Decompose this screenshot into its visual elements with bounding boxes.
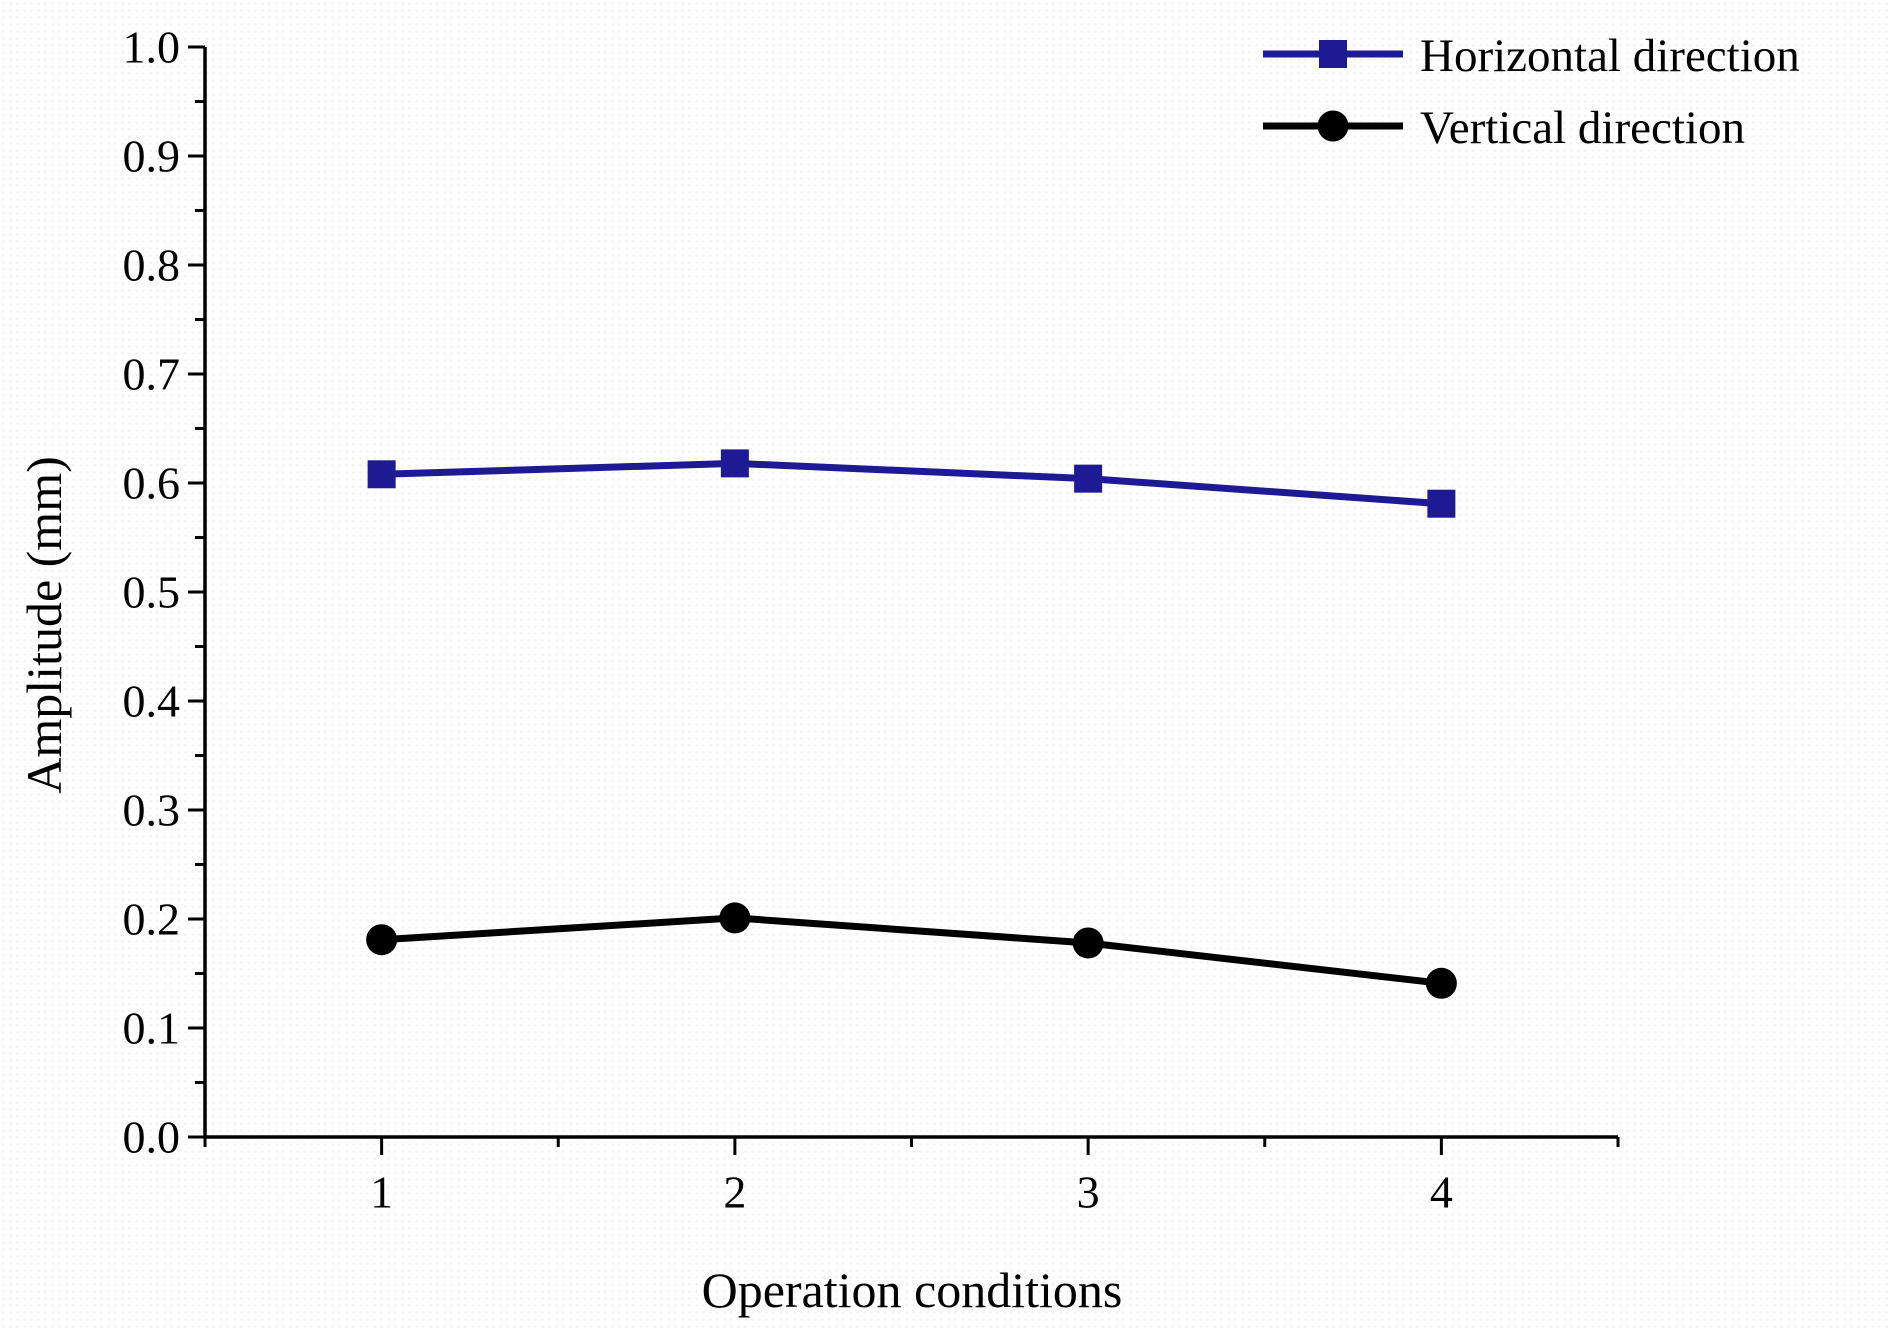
y-tick-label: 0.3 [123, 785, 181, 836]
series-marker [719, 902, 751, 934]
series-layer [366, 449, 1457, 999]
series-marker [1072, 927, 1104, 959]
series-marker [1427, 489, 1456, 518]
y-tick-label: 1.0 [123, 22, 181, 73]
y-tick-label: 0.7 [123, 349, 181, 400]
x-tick-label: 4 [1430, 1167, 1453, 1218]
x-axis-title: Operation conditions [702, 1262, 1123, 1318]
legend-item: Horizontal direction [1263, 30, 1800, 82]
y-tick-label: 0.9 [123, 131, 181, 182]
y-tick-label: 0.8 [123, 240, 181, 291]
x-tick-label: 3 [1077, 1167, 1100, 1218]
x-tick-label: 1 [370, 1167, 393, 1218]
legend-label: Horizontal direction [1420, 30, 1800, 82]
series-marker [367, 460, 396, 489]
legend-item: Vertical direction [1263, 102, 1745, 154]
axes-layer: 1 2 3 4 0.0 0.1 0.2 0.3 0.4 0.5 0.6 0.7 0.8 0.9 1.0 [123, 22, 1620, 1218]
legend-label: Vertical direction [1420, 102, 1745, 154]
series-line [381, 459, 1442, 508]
y-axis-title: Amplitude (mm) [16, 456, 72, 793]
series-line [381, 914, 1442, 987]
y-tick-label: 0.6 [123, 458, 181, 509]
y-tick-label: 0.0 [123, 1112, 181, 1163]
x-tick-label: 2 [723, 1167, 746, 1218]
series-marker [720, 449, 749, 478]
series-marker [1425, 967, 1457, 999]
series-marker [366, 924, 398, 956]
series-marker [1074, 464, 1103, 493]
legend-marker [1317, 110, 1349, 142]
y-tick-label: 0.5 [123, 567, 181, 618]
legend-marker [1319, 40, 1347, 68]
legend: Horizontal direction Vertical direction [1263, 30, 1800, 154]
y-tick-label: 0.2 [123, 894, 181, 945]
y-tick-label: 0.1 [123, 1003, 181, 1054]
y-tick-label: 0.4 [123, 676, 181, 727]
